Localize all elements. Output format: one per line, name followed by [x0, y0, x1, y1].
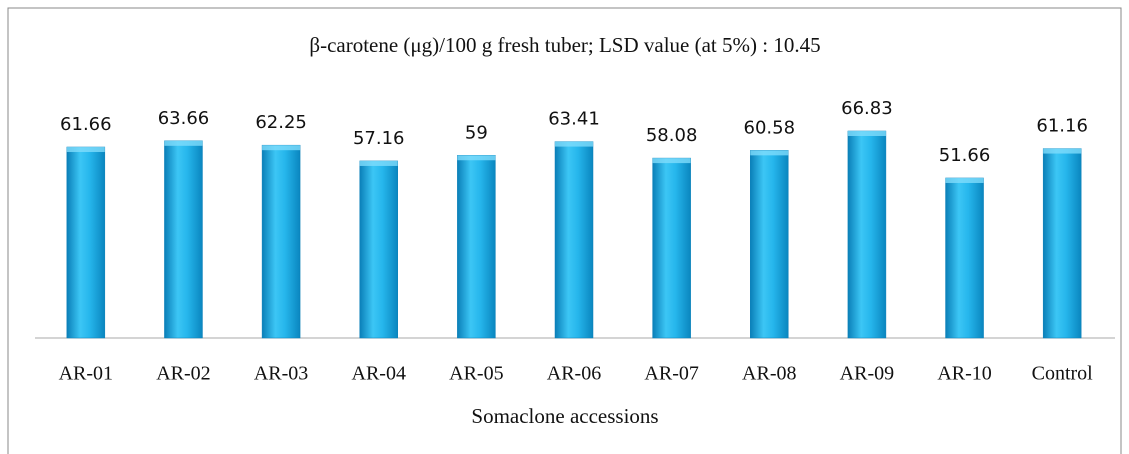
value-label: 61.16	[1036, 116, 1088, 137]
value-label: 57.16	[353, 128, 405, 149]
bar-cap	[1043, 148, 1082, 154]
bar	[945, 177, 984, 339]
x-tick-label: AR-09	[840, 363, 894, 385]
bar	[554, 141, 594, 339]
bar-cap	[164, 140, 203, 146]
bar-cap	[750, 150, 789, 156]
value-label: 63.41	[548, 109, 600, 130]
bar	[359, 160, 398, 339]
bar-cap	[847, 131, 886, 136]
x-tick-label: AR-05	[449, 363, 503, 385]
x-tick-label: AR-03	[254, 363, 308, 385]
value-label: 58.08	[646, 125, 698, 146]
value-label: 66.83	[841, 98, 893, 119]
value-label: 59	[465, 122, 488, 143]
bar-cap	[555, 141, 593, 147]
value-label: 51.66	[939, 145, 991, 166]
bar-cap	[262, 145, 301, 151]
bar-cap	[652, 158, 691, 164]
chart-title: β-carotene (μg)/100 g fresh tuber; LSD v…	[309, 33, 820, 57]
x-tick-label: AR-01	[59, 363, 113, 385]
x-tick-label: AR-02	[156, 363, 210, 385]
frame	[7, 7, 1122, 454]
x-tick-label: AR-08	[742, 363, 796, 385]
value-label: 62.25	[255, 112, 307, 133]
bar-cap	[359, 160, 398, 166]
bar	[750, 150, 789, 339]
x-tick-label: AR-07	[644, 363, 698, 385]
bar-cap	[457, 155, 496, 161]
bar	[261, 144, 301, 339]
bar	[1042, 148, 1082, 339]
bar	[66, 146, 106, 339]
bar	[847, 130, 887, 339]
x-tick-label: AR-10	[937, 363, 991, 385]
bar-cap	[945, 177, 984, 183]
x-tick-label: AR-04	[352, 363, 406, 385]
x-tick-label: AR-06	[547, 363, 601, 385]
bar	[652, 157, 691, 339]
x-axis-label: Somaclone accessions	[471, 404, 658, 428]
value-label: 60.58	[744, 117, 796, 138]
value-label: 61.66	[60, 114, 112, 135]
bar	[457, 155, 496, 339]
bar-cap	[66, 147, 105, 153]
value-label: 63.66	[158, 108, 210, 129]
x-tick-label: Control	[1032, 363, 1094, 385]
bar	[164, 140, 203, 339]
